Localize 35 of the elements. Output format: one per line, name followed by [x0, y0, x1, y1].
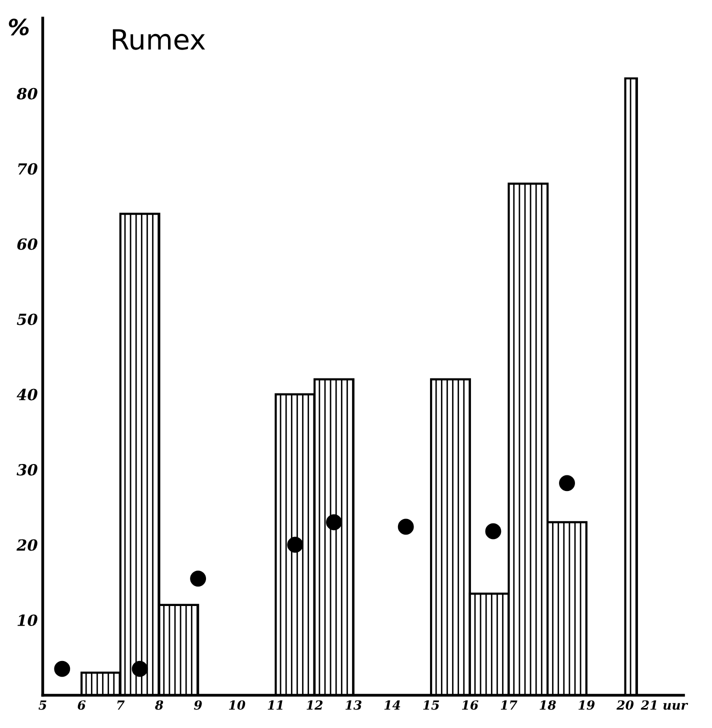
x-tick-label: 9 [194, 700, 202, 710]
y-tick-label: 30 [16, 464, 38, 476]
point [398, 518, 414, 535]
chart-title: Rumex [112, 29, 206, 50]
y-tick-label: 60 [17, 238, 38, 250]
y-axis-title: % [8, 18, 29, 36]
x-tick-label: 16 [462, 700, 478, 710]
x-tick-label: 10 [229, 700, 246, 710]
point [190, 570, 206, 587]
x-tick-label: 6 [78, 700, 86, 710]
x-tick-label: 15 [423, 700, 440, 710]
x-tick-label: 20 [616, 700, 634, 710]
y-tick-label: 70 [18, 163, 38, 175]
x-tick-label: 19 [578, 700, 595, 710]
y-tick-label: 10 [18, 614, 38, 626]
x-tick-label: 7 [117, 700, 125, 710]
x-tick-label: 21 uur [640, 700, 688, 710]
x-tick-label: 13 [346, 700, 362, 710]
y-tick-label: 80 [16, 88, 38, 100]
point [287, 536, 304, 553]
y-tick-label: 20 [16, 539, 38, 551]
x-tick-label: 8 [155, 700, 164, 710]
x-tick-label: 5 [38, 700, 46, 710]
point [326, 514, 342, 530]
y-tick-label: 40 [16, 388, 38, 400]
point [559, 475, 575, 492]
x-tick-label: 14 [384, 700, 400, 710]
x-tick-label: 17 [500, 700, 518, 710]
point [485, 523, 502, 540]
x-tick-label: 12 [306, 700, 323, 710]
point [132, 660, 148, 677]
x-tick-label: 18 [540, 700, 556, 710]
point [54, 660, 70, 677]
x-tick-label: 11 [268, 700, 282, 710]
y-tick-label: 50 [16, 314, 38, 326]
